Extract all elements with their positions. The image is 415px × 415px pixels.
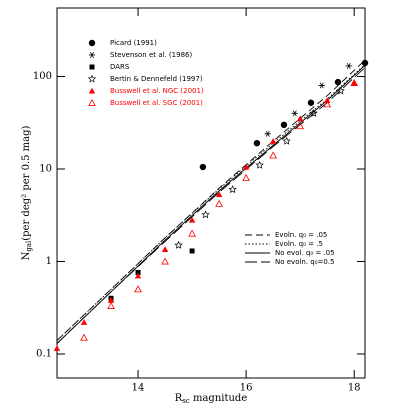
- model-line: [56, 67, 366, 344]
- marker: [350, 78, 359, 86]
- marker: [253, 139, 261, 147]
- legend-marker: [88, 52, 96, 58]
- legend-label: Evoln. q₀ = .05: [275, 231, 327, 239]
- marker: [161, 257, 169, 265]
- marker: [107, 301, 115, 309]
- y-label-main: N: [21, 251, 32, 260]
- marker: [350, 79, 358, 86]
- marker: [189, 248, 195, 254]
- marker: [291, 110, 298, 117]
- marker: [296, 122, 305, 130]
- marker: [135, 270, 141, 276]
- x-tick-label: 14: [132, 383, 145, 394]
- marker: [307, 99, 315, 106]
- y-label-rest: (per deg² per 0.5 mag): [21, 125, 32, 240]
- x-tick-label: 18: [348, 383, 361, 394]
- marker: [201, 210, 210, 219]
- plot-frame: [56, 7, 366, 379]
- model-line: [56, 59, 366, 341]
- x-label-rest: magnitude: [190, 393, 248, 404]
- marker: [215, 191, 223, 198]
- marker: [280, 121, 288, 129]
- y-tick-label: 0.1: [36, 348, 52, 359]
- legend-marker: [87, 74, 97, 83]
- marker: [264, 130, 271, 137]
- marker: [134, 272, 142, 279]
- y-tick-label: 10: [39, 163, 52, 174]
- marker: [80, 319, 88, 325]
- y-tick-label: 1: [46, 256, 52, 267]
- legend-label: Evoln. q₀ = .5: [275, 240, 323, 248]
- marker: [161, 246, 169, 252]
- marker: [334, 78, 342, 86]
- marker: [296, 115, 304, 122]
- legend-label: DARS: [110, 63, 130, 71]
- y-tick-label: 100: [33, 71, 52, 82]
- marker: [134, 285, 142, 293]
- marker: [199, 163, 207, 171]
- marker: [345, 62, 352, 69]
- marker: [282, 136, 291, 145]
- y-label-sub: gal: [25, 240, 33, 252]
- x-axis-label: Rsc magnitude: [175, 393, 248, 406]
- x-label-main: R: [175, 393, 183, 404]
- marker: [361, 59, 369, 67]
- marker: [80, 333, 88, 341]
- marker: [242, 163, 250, 170]
- marker: [318, 82, 325, 89]
- marker: [188, 216, 196, 223]
- marker: [107, 297, 115, 303]
- legend-label: Busswell et al. NGC (2001): [110, 87, 204, 95]
- legend-label: No evol. q₀ = .05: [275, 249, 335, 257]
- legend-marker: [88, 98, 96, 106]
- legend-marker: [88, 39, 96, 47]
- legend-label: Busswell et al. SGC (2001): [110, 99, 203, 107]
- marker: [269, 137, 277, 144]
- marker: [53, 345, 61, 351]
- marker: [215, 199, 223, 207]
- legend-label: Bertin & Dennefeld (1997): [110, 75, 203, 83]
- marker: [309, 108, 318, 117]
- model-line: [56, 65, 366, 344]
- y-axis-label: Ngal(per deg² per 0.5 mag): [21, 125, 34, 260]
- marker: [323, 97, 331, 104]
- marker: [255, 160, 264, 169]
- model-line: [56, 64, 366, 341]
- legend-label: Picard (1991): [110, 39, 157, 47]
- marker: [174, 240, 183, 249]
- legend-label: Stevenson et al. (1986): [110, 51, 192, 59]
- marker: [269, 151, 278, 159]
- marker: [242, 173, 251, 181]
- marker: [323, 100, 332, 108]
- marker: [228, 185, 237, 194]
- legend-marker: [89, 64, 95, 70]
- marker: [188, 229, 196, 237]
- x-tick-label: 16: [240, 383, 253, 394]
- x-label-sub: sc: [182, 397, 190, 405]
- marker: [336, 86, 345, 95]
- legend-marker: [88, 87, 96, 94]
- legend-label: No evoln. q₀=0.5: [275, 258, 335, 266]
